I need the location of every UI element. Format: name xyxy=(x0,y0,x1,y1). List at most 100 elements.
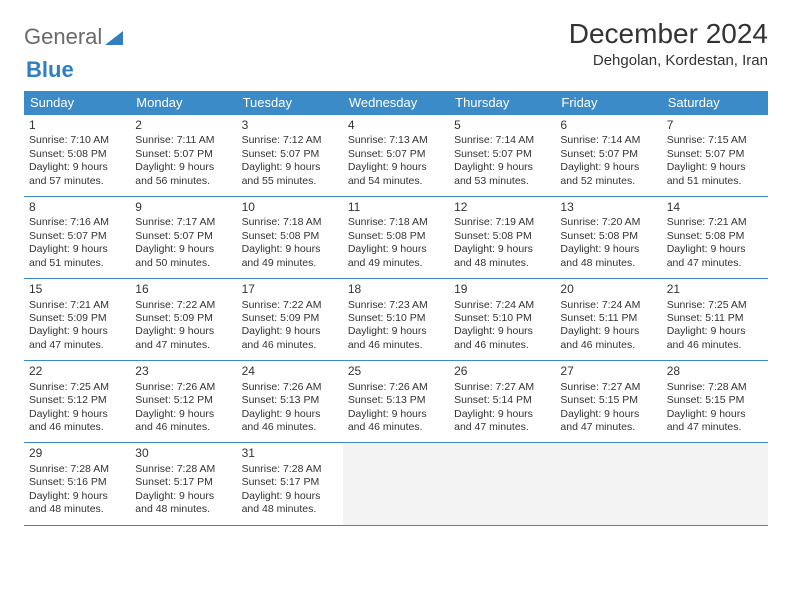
day-number: 9 xyxy=(135,200,231,215)
day-cell: 20 Sunrise: 7:24 AMSunset: 5:11 PMDayligh… xyxy=(555,279,661,361)
sunset-text: Sunset: 5:08 PM xyxy=(242,230,338,243)
day-cell: 10Sunrise: 7:18 AMSunset: 5:08 PMDayligh… xyxy=(237,197,343,279)
day-number: 28 xyxy=(667,364,763,379)
daylight2-text: and 50 minutes. xyxy=(135,257,231,270)
day-number: 5 xyxy=(454,118,550,133)
sunrise-text: Sunrise: 7:28 AM xyxy=(667,381,763,394)
daylight1-text: Daylight: 9 hours xyxy=(560,408,656,421)
day-cell: 30Sunrise: 7:28 AMSunset: 5:17 PMDayligh… xyxy=(130,443,236,525)
empty-cell xyxy=(449,443,555,525)
day-cell: 29Sunrise: 7:28 AMSunset: 5:16 PMDayligh… xyxy=(24,443,130,525)
daylight1-text: Daylight: 9 hours xyxy=(29,243,125,256)
sunrise-text: Sunrise: 7:27 AM xyxy=(560,381,656,394)
daylight1-text: Daylight: 9 hours xyxy=(560,325,656,338)
empty-cell xyxy=(555,443,661,525)
day-cell: 7Sunrise: 7:15 AMSunset: 5:07 PMDaylight… xyxy=(662,115,768,197)
day-cell: 9Sunrise: 7:17 AMSunset: 5:07 PMDaylight… xyxy=(130,197,236,279)
day-number: 29 xyxy=(29,446,125,461)
day-number: 2 xyxy=(135,118,231,133)
sunrise-text: Sunrise: 7:18 AM xyxy=(242,216,338,229)
sunrise-text: Sunrise: 7:26 AM xyxy=(348,381,444,394)
daylight1-text: Daylight: 9 hours xyxy=(348,325,444,338)
day-cell: 21Sunrise: 7:25 AMSunset: 5:11 PMDayligh… xyxy=(662,279,768,361)
day-cell: 4Sunrise: 7:13 AMSunset: 5:07 PMDaylight… xyxy=(343,115,449,197)
sunrise-text: Sunrise: 7:28 AM xyxy=(135,463,231,476)
location-text: Dehgolan, Kordestan, Iran xyxy=(569,52,768,69)
daylight2-text: and 46 minutes. xyxy=(348,421,444,434)
daylight2-text: and 47 minutes. xyxy=(454,421,550,434)
day-cell: 8Sunrise: 7:16 AMSunset: 5:07 PMDaylight… xyxy=(24,197,130,279)
sunrise-text: Sunrise: 7:18 AM xyxy=(348,216,444,229)
calendar-table: Sunday Monday Tuesday Wednesday Thursday… xyxy=(24,91,768,526)
daylight2-text: and 46 minutes. xyxy=(454,339,550,352)
daylight1-text: Daylight: 9 hours xyxy=(29,161,125,174)
week-row: 8Sunrise: 7:16 AMSunset: 5:07 PMDaylight… xyxy=(24,197,768,279)
weekday-header: Friday xyxy=(555,91,661,115)
sunrise-text: Sunrise: 7:13 AM xyxy=(348,134,444,147)
daylight1-text: Daylight: 9 hours xyxy=(348,161,444,174)
daylight1-text: Daylight: 9 hours xyxy=(242,243,338,256)
sunset-text: Sunset: 5:07 PM xyxy=(135,148,231,161)
day-number: 20 xyxy=(560,282,656,297)
daylight2-text: and 52 minutes. xyxy=(560,175,656,188)
sunset-text: Sunset: 5:11 PM xyxy=(560,312,656,325)
day-number: 7 xyxy=(667,118,763,133)
day-number: 22 xyxy=(29,364,125,379)
day-number: 1 xyxy=(29,118,125,133)
day-number: 21 xyxy=(667,282,763,297)
sunrise-text: Sunrise: 7:20 AM xyxy=(560,216,656,229)
daylight1-text: Daylight: 9 hours xyxy=(348,243,444,256)
day-number: 15 xyxy=(29,282,125,297)
sunrise-text: Sunrise: 7:25 AM xyxy=(667,299,763,312)
daylight2-text: and 47 minutes. xyxy=(135,339,231,352)
sunset-text: Sunset: 5:07 PM xyxy=(242,148,338,161)
sunset-text: Sunset: 5:08 PM xyxy=(454,230,550,243)
daylight2-text: and 49 minutes. xyxy=(348,257,444,270)
sunset-text: Sunset: 5:07 PM xyxy=(560,148,656,161)
sunset-text: Sunset: 5:11 PM xyxy=(667,312,763,325)
daylight1-text: Daylight: 9 hours xyxy=(135,243,231,256)
daylight2-text: and 48 minutes. xyxy=(242,503,338,516)
daylight2-text: and 46 minutes. xyxy=(242,339,338,352)
sunrise-text: Sunrise: 7:24 AM xyxy=(560,299,656,312)
daylight2-text: and 47 minutes. xyxy=(667,257,763,270)
daylight2-text: and 46 minutes. xyxy=(242,421,338,434)
daylight2-text: and 48 minutes. xyxy=(454,257,550,270)
daylight2-text: and 53 minutes. xyxy=(454,175,550,188)
weekday-header: Saturday xyxy=(662,91,768,115)
sunrise-text: Sunrise: 7:28 AM xyxy=(29,463,125,476)
daylight1-text: Daylight: 9 hours xyxy=(242,161,338,174)
day-cell: 18Sunrise: 7:23 AMSunset: 5:10 PMDayligh… xyxy=(343,279,449,361)
daylight1-text: Daylight: 9 hours xyxy=(348,408,444,421)
daylight1-text: Daylight: 9 hours xyxy=(242,490,338,503)
sunrise-text: Sunrise: 7:27 AM xyxy=(454,381,550,394)
sunrise-text: Sunrise: 7:15 AM xyxy=(667,134,763,147)
day-cell: 22Sunrise: 7:25 AMSunset: 5:12 PMDayligh… xyxy=(24,361,130,443)
sunset-text: Sunset: 5:15 PM xyxy=(667,394,763,407)
day-number: 24 xyxy=(242,364,338,379)
daylight1-text: Daylight: 9 hours xyxy=(454,243,550,256)
sunrise-text: Sunrise: 7:21 AM xyxy=(667,216,763,229)
daylight1-text: Daylight: 9 hours xyxy=(560,161,656,174)
sunset-text: Sunset: 5:10 PM xyxy=(454,312,550,325)
sunrise-text: Sunrise: 7:12 AM xyxy=(242,134,338,147)
weekday-header: Wednesday xyxy=(343,91,449,115)
daylight1-text: Daylight: 9 hours xyxy=(135,325,231,338)
sunset-text: Sunset: 5:12 PM xyxy=(135,394,231,407)
daylight2-text: and 46 minutes. xyxy=(348,339,444,352)
empty-cell xyxy=(343,443,449,525)
sunset-text: Sunset: 5:07 PM xyxy=(454,148,550,161)
daylight2-text: and 47 minutes. xyxy=(560,421,656,434)
sunrise-text: Sunrise: 7:17 AM xyxy=(135,216,231,229)
sunrise-text: Sunrise: 7:10 AM xyxy=(29,134,125,147)
day-cell: 14Sunrise: 7:21 AMSunset: 5:08 PMDayligh… xyxy=(662,197,768,279)
day-cell: 26Sunrise: 7:27 AMSunset: 5:14 PMDayligh… xyxy=(449,361,555,443)
sunset-text: Sunset: 5:07 PM xyxy=(29,230,125,243)
daylight1-text: Daylight: 9 hours xyxy=(454,408,550,421)
weekday-header-row: Sunday Monday Tuesday Wednesday Thursday… xyxy=(24,91,768,115)
sunset-text: Sunset: 5:08 PM xyxy=(29,148,125,161)
sunset-text: Sunset: 5:09 PM xyxy=(135,312,231,325)
sunrise-text: Sunrise: 7:14 AM xyxy=(560,134,656,147)
daylight2-text: and 51 minutes. xyxy=(29,257,125,270)
empty-cell xyxy=(662,443,768,525)
